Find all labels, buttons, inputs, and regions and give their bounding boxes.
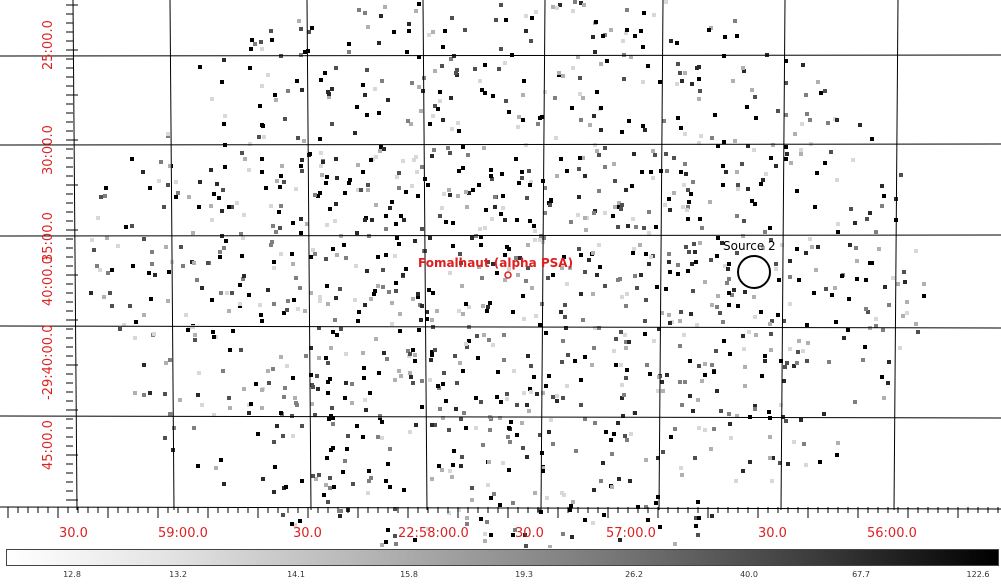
sky-image-panel[interactable]: 30.0 59:00.0 30.0 22:58:00.0 30.0 57:00.…: [0, 0, 1001, 548]
ra-label-4: 30.0: [515, 526, 544, 541]
ra-label-2: 30.0: [293, 526, 322, 541]
colorbar-tick-3: 15.8: [400, 570, 418, 579]
dec-label-2: 35:00.0: [41, 212, 56, 262]
dec-label-5: 45:00.0: [41, 420, 56, 470]
dec-label-1: 30:00.0: [41, 125, 56, 175]
target-label: Fomalhaut (alpha PSA): [418, 256, 573, 270]
photon-counts-layer: [89, 0, 926, 548]
ra-label-0: 30.0: [59, 526, 88, 541]
ra-label-5: 57:00.0: [606, 526, 656, 541]
colorbar-tick-7: 67.7: [852, 570, 870, 579]
dec-label-3: 40:00.0: [41, 256, 56, 306]
colorbar-tick-5: 26.2: [625, 570, 643, 579]
colorbar-tick-6: 40.0: [740, 570, 758, 579]
source-region[interactable]: Source 2: [723, 239, 776, 289]
ra-label-7: 56:00.0: [867, 526, 917, 541]
ra-axis-ticks: [7, 507, 999, 518]
colorbar-scale: 12.8 13.2 14.1 15.8 19.3 26.2 40.0 67.7 …: [0, 568, 1001, 586]
ra-label-1: 59:00.0: [158, 526, 208, 541]
coordinate-grid: [0, 0, 1001, 511]
colorbar-tick-8: 122.6: [966, 570, 990, 579]
dec-axis-ticks: [66, 4, 78, 501]
colorbar-tick-2: 14.1: [287, 570, 305, 579]
ra-label-6: 30.0: [758, 526, 787, 541]
dec-label-0: 25:00.0: [41, 20, 56, 70]
colorbar-tick-4: 19.3: [515, 570, 533, 579]
source-label: Source 2: [723, 239, 776, 253]
colorbar[interactable]: [6, 549, 999, 566]
source-region-circle[interactable]: [737, 255, 771, 289]
colorbar-tick-1: 13.2: [169, 570, 187, 579]
target-marker-fomalhaut[interactable]: Fomalhaut (alpha PSA): [418, 256, 573, 279]
ra-label-3: 22:58:00.0: [398, 526, 469, 541]
sky-image[interactable]: 30.0 59:00.0 30.0 22:58:00.0 30.0 57:00.…: [0, 0, 1001, 548]
dec-label-4: -29:40:00.0: [41, 325, 56, 400]
colorbar-tick-0: 12.8: [63, 570, 81, 579]
target-marker-circle[interactable]: [504, 271, 512, 279]
